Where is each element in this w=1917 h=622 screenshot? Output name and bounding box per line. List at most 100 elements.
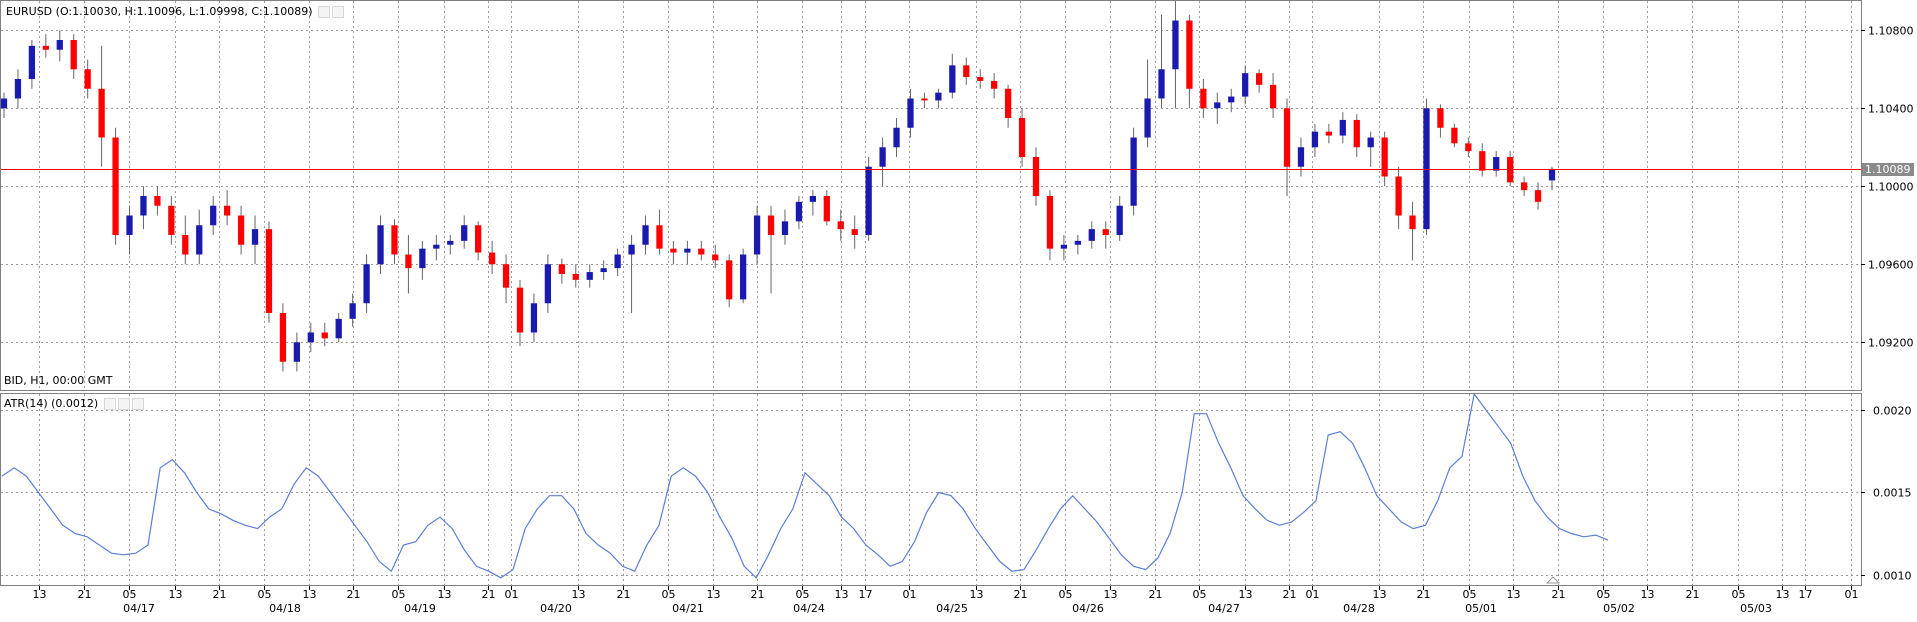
date-label: 05/01 [1465, 602, 1497, 615]
time-tick-label: 13 [33, 588, 47, 601]
time-tick-label: 13 [1641, 588, 1655, 601]
date-label: 04/21 [672, 602, 704, 615]
time-tick-label: 21 [1417, 588, 1431, 601]
candle-body [210, 205, 217, 226]
candle-body [1437, 108, 1444, 128]
time-tick-label: 05 [1193, 588, 1207, 601]
candle-body [991, 80, 998, 89]
candle-body [795, 201, 803, 222]
candle-body [907, 98, 914, 128]
candle-body [642, 225, 649, 245]
candle-body [1325, 131, 1333, 136]
candle-body [1004, 88, 1012, 118]
indicator-close-icon[interactable] [131, 398, 144, 410]
candle-body [1074, 240, 1081, 245]
date-label: 05/02 [1603, 602, 1635, 615]
ohlc-label: (O:1.10030, H:1.10096, L:1.09998, C:1.10… [55, 5, 313, 18]
time-tick-label: 13 [303, 588, 317, 601]
time-tick-label: 21 [213, 588, 227, 601]
price-panel[interactable] [0, 0, 1862, 391]
time-tick-label: 13 [1239, 588, 1253, 601]
candle-body [182, 235, 189, 255]
candle-body [935, 92, 942, 101]
atr-tick-label: 0.0015 [1873, 487, 1912, 500]
candle-body [949, 65, 956, 93]
candle-body [1255, 73, 1263, 85]
candle-body [28, 45, 36, 79]
time-tick-label: 13 [438, 588, 452, 601]
candle-body [56, 40, 63, 50]
candle-body [1353, 119, 1360, 148]
chart-info-label: BID, H1, 00:00 GMT [4, 374, 113, 387]
candle-body [391, 225, 398, 255]
date-label: 04/17 [123, 602, 155, 615]
candle-body [963, 65, 970, 78]
candle-body [237, 215, 245, 245]
time-tick-label: 05 [1597, 588, 1611, 601]
time-tick-label: 05 [392, 588, 406, 601]
candle-body [921, 98, 928, 101]
date-label: 04/18 [269, 602, 301, 615]
candle-body [712, 254, 719, 261]
candle-body [586, 272, 593, 280]
candle-body [1479, 151, 1486, 171]
panel-close-icon[interactable] [332, 6, 345, 18]
candle-body [767, 215, 775, 235]
atr-tick-label: 0.0020 [1873, 405, 1912, 418]
candle-body [98, 88, 105, 138]
candle-body [433, 244, 440, 249]
price-gridlines [1, 1, 1861, 391]
date-label: 04/28 [1343, 602, 1375, 615]
candle-body [600, 268, 607, 273]
candle-body [684, 248, 691, 253]
candle-body [516, 287, 524, 333]
candle-body [419, 248, 426, 269]
time-tick-label: 21 [347, 588, 361, 601]
date-label: 04/26 [1072, 602, 1104, 615]
price-axis: 1.10800 1.10400 1.10000 1.09600 1.09200 [1861, 25, 1914, 350]
current-price-tag: 1.10089 [1862, 162, 1914, 176]
indicator-settings-icon[interactable] [103, 398, 116, 410]
candle-body [1242, 73, 1249, 97]
time-tick-label: 21 [617, 588, 631, 601]
candle-body [1269, 84, 1277, 109]
candle-body [1451, 127, 1458, 144]
time-tick-label: 21 [1149, 588, 1163, 601]
price-tick-label: 1.10800 [1868, 25, 1914, 38]
indicator-edit-icon[interactable] [117, 398, 130, 410]
time-tick-label: 01 [1306, 588, 1320, 601]
candle-body [781, 221, 789, 235]
panel-settings-icon[interactable] [318, 6, 331, 18]
time-tick-label: 05 [1059, 588, 1073, 601]
candle-body [726, 260, 733, 300]
time-tick-label: 13 [572, 588, 586, 601]
candle-body [865, 166, 872, 235]
candle-body [670, 248, 677, 253]
candle-body [1395, 176, 1402, 216]
atr-panel[interactable] [0, 393, 1862, 586]
candle-body [1493, 157, 1500, 171]
candle-body [1102, 229, 1109, 235]
candle-body [42, 45, 49, 50]
atr-axis: 0.0020 0.0015 0.0010 [1861, 405, 1912, 583]
time-tick-label: 13 [1373, 588, 1387, 601]
candle-body [70, 40, 77, 70]
scroll-marker-icon[interactable] [1545, 576, 1561, 584]
candle-body [1367, 137, 1374, 148]
candle-body [1158, 69, 1165, 99]
candle-body [1339, 119, 1346, 136]
candle-body [544, 264, 552, 304]
candle-body [196, 225, 203, 255]
candle-body [809, 196, 817, 202]
time-tick-label: 05 [796, 588, 810, 601]
candle-body [251, 229, 259, 245]
time-tick-label: 05 [1463, 588, 1477, 601]
price-tick-label: 1.10000 [1868, 181, 1914, 194]
time-tick-label: 13 [970, 588, 984, 601]
time-axis: 13 21 05 13 21 05 13 21 05 13 21 01 13 21 05 13 21 05 13 17… [33, 586, 1859, 615]
time-tick-label: 21 [1014, 588, 1028, 601]
time-tick-label: 21 [78, 588, 92, 601]
candle-body [1534, 190, 1542, 202]
atr-gridlines [1, 394, 1861, 586]
